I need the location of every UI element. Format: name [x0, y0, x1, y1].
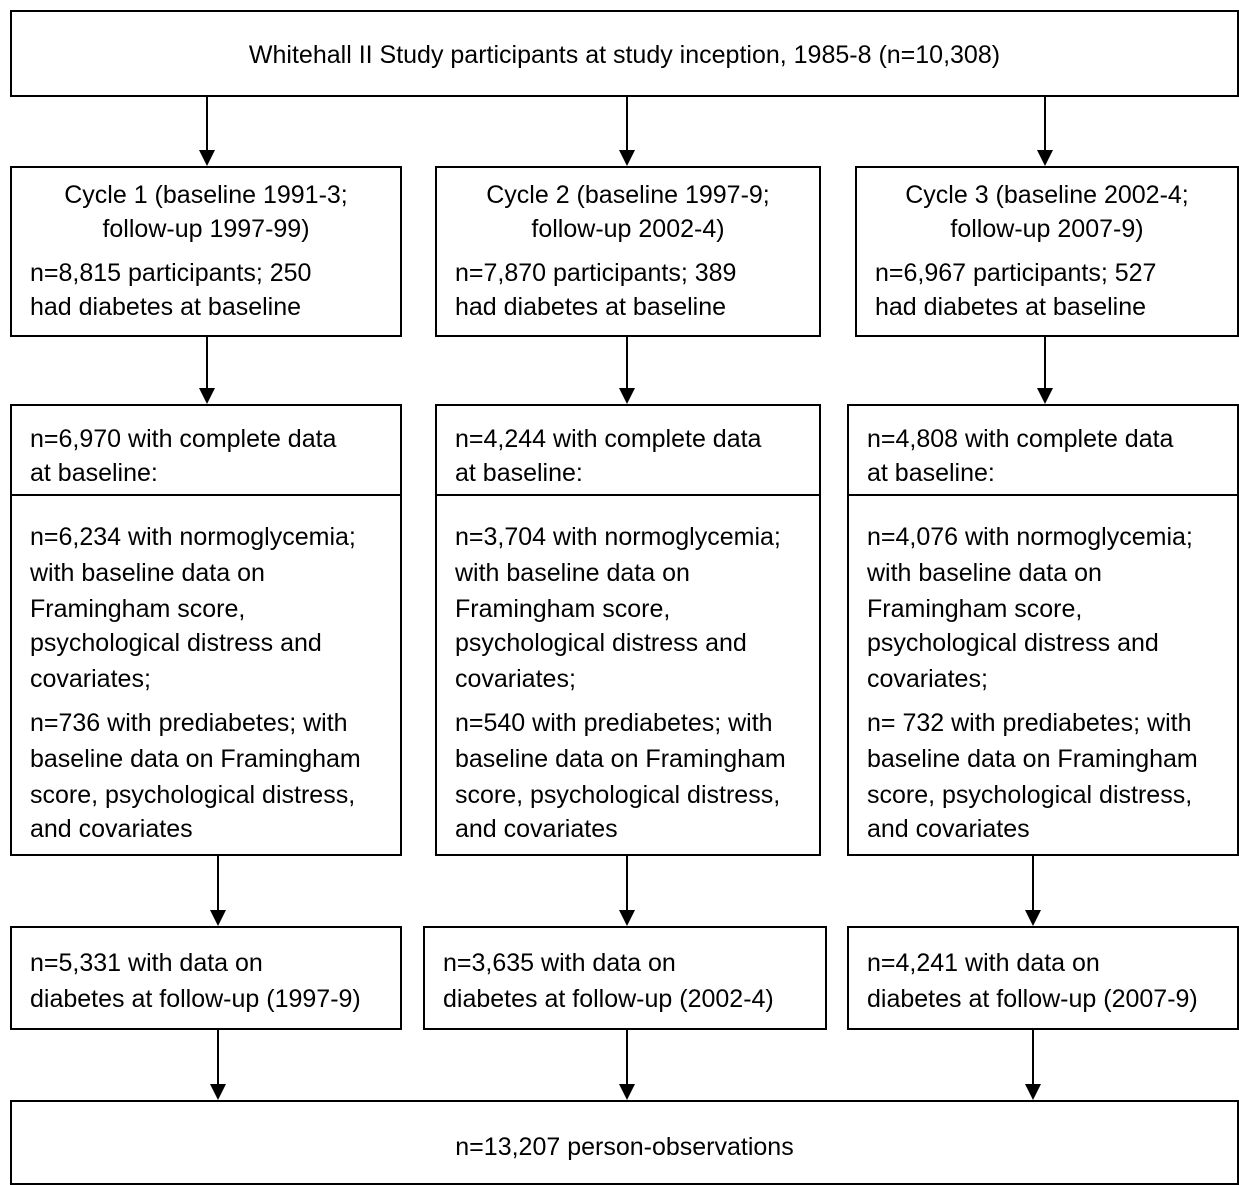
cycle-3-title-line-1: Cycle 3 (baseline 2002-4;: [905, 181, 1189, 209]
cycle-3-subgroups-box: [847, 494, 1239, 856]
cycle-2-normo-line-2: with baseline data on: [455, 559, 690, 587]
cycle-3-participants-line-1: n=6,967 participants; 527: [875, 259, 1157, 287]
cycle-2-participants-line-2: had diabetes at baseline: [455, 293, 727, 321]
cycle-3-pre-line-4: and covariates: [867, 815, 1030, 843]
cycle-3-followup-box: [847, 926, 1239, 1030]
cycle-1-normo-line-4: psychological distress and: [30, 629, 322, 657]
cycle-1-title-line-1: Cycle 1 (baseline 1991-3;: [64, 181, 348, 209]
cycle-1-complete-line-2: at baseline:: [30, 459, 158, 487]
study-inception-text: Whitehall II Study participants at study…: [248, 41, 1001, 69]
cycle-2-pre-line-4: and covariates: [455, 815, 618, 843]
cycle-1-pre-line-3: score, psychological distress,: [30, 781, 356, 809]
cycle-2-complete-data-box: [435, 404, 821, 496]
cycle-3-normo-line-4: psychological distress and: [867, 629, 1159, 657]
cycle-1-followup-line-2: diabetes at follow-up (1997-9): [30, 985, 361, 1013]
cycle-2-followup-line-2: diabetes at follow-up (2002-4): [443, 985, 774, 1013]
cycle-3-followup-line-1: n=4,241 with data on: [867, 949, 1100, 977]
cycle-1-normo-line-2: with baseline data on: [30, 559, 265, 587]
cycle-1-participants-line-1: n=8,815 participants; 250: [30, 259, 312, 287]
cycle-2-pre-line-3: score, psychological distress,: [455, 781, 781, 809]
cycle-1-pre-line-4: and covariates: [30, 815, 193, 843]
person-observations-text: n=13,207 person-observations: [455, 1133, 794, 1161]
cycle-1-complete-line-1: n=6,970 with complete data: [30, 425, 337, 453]
cycle-1-subgroups-box: [10, 494, 402, 856]
cycle-2-normo-line-5: covariates;: [455, 665, 576, 693]
cycle-2-participants-line-1: n=7,870 participants; 389: [455, 259, 737, 287]
cycle-3-followup-line-2: diabetes at follow-up (2007-9): [867, 985, 1198, 1013]
cycle-3-pre-line-3: score, psychological distress,: [867, 781, 1193, 809]
cycle-1-box: [10, 166, 402, 337]
cycle-3-participants-line-2: had diabetes at baseline: [875, 293, 1147, 321]
cycle-1-normo-line-5: covariates;: [30, 665, 151, 693]
cycle-2-complete-line-1: n=4,244 with complete data: [455, 425, 762, 453]
cycle-2-followup-box: [423, 926, 827, 1030]
cycle-3-pre-line-2: baseline data on Framingham: [867, 745, 1198, 773]
cycle-2-box: [435, 166, 821, 337]
cycle-2-normo-line-3: Framingham score,: [455, 595, 671, 623]
cycle-1-pre-line-1: n=736 with prediabetes; with: [30, 709, 348, 737]
cycle-2-subgroups-box: [435, 494, 821, 856]
study-inception-box: [10, 10, 1239, 97]
cycle-2-pre-line-2: baseline data on Framingham: [455, 745, 786, 773]
cycle-2-followup-line-1: n=3,635 with data on: [443, 949, 676, 977]
cycle-3-normo-line-1: n=4,076 with normoglycemia;: [867, 523, 1193, 551]
cycle-3-normo-line-3: Framingham score,: [867, 595, 1083, 623]
cycle-1-followup-line-1: n=5,331 with data on: [30, 949, 263, 977]
cycle-1-pre-line-2: baseline data on Framingham: [30, 745, 361, 773]
cycle-2-pre-line-1: n=540 with prediabetes; with: [455, 709, 773, 737]
cycle-2-title-line-1: Cycle 2 (baseline 1997-9;: [486, 181, 770, 209]
cycle-1-normo-line-1: n=6,234 with normoglycemia;: [30, 523, 356, 551]
cycle-3-normo-line-5: covariates;: [867, 665, 988, 693]
cycle-1-participants-line-2: had diabetes at baseline: [30, 293, 302, 321]
cycle-1-followup-box: [10, 926, 402, 1030]
cycle-2-normo-line-1: n=3,704 with normoglycemia;: [455, 523, 781, 551]
cycle-3-normo-line-2: with baseline data on: [867, 559, 1102, 587]
cycle-3-pre-line-1: n= 732 with prediabetes; with: [867, 709, 1192, 737]
cycle-2-title-line-2: follow-up 2002-4): [531, 215, 725, 243]
cycle-3-complete-line-2: at baseline:: [867, 459, 995, 487]
cycle-2-normo-line-4: psychological distress and: [455, 629, 747, 657]
cycle-3-complete-line-1: n=4,808 with complete data: [867, 425, 1174, 453]
cycle-3-title-line-2: follow-up 2007-9): [950, 215, 1144, 243]
cycle-1-title-line-2: follow-up 1997-99): [102, 215, 310, 243]
cycle-3-box: [855, 166, 1239, 337]
cycle-2-complete-line-2: at baseline:: [455, 459, 583, 487]
cycle-1-normo-line-3: Framingham score,: [30, 595, 246, 623]
